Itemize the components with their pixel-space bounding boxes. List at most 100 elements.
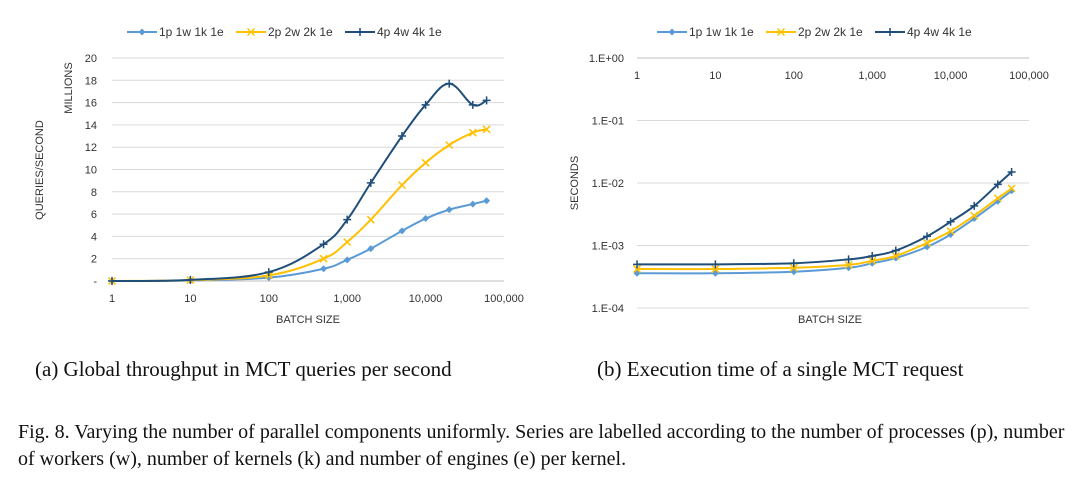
data-point [711,260,720,269]
figure-caption: Fig. 8. Varying the number of parallel c… [18,421,1065,470]
data-point [469,200,477,208]
x-tick-label: 10 [709,70,721,82]
data-point [789,263,798,272]
x-tick-label: 10,000 [409,293,443,305]
data-point [186,275,195,284]
series-line [636,187,1013,271]
legend-label: 1p 1w 1k 1e [689,25,754,39]
data-point [320,265,328,273]
data-point [868,251,877,260]
legend-marker [668,28,676,36]
y-tick-label: 1.E-04 [592,303,624,315]
y-tick-label: - [93,276,97,288]
legend-label: 1p 1w 1k 1e [159,25,224,39]
legend-label: 2p 2w 2k 1e [798,25,863,39]
y-tick-label: 10 [85,165,97,177]
data-point [633,260,641,269]
subcaption-b: (b) Execution time of a single MCT reque… [597,357,964,381]
data-point [445,140,454,150]
legend-marker [138,28,146,36]
legend-marker [356,28,364,36]
x-axis-title: BATCH SIZE [798,314,862,326]
data-point [483,197,491,205]
series [108,79,491,285]
y-tick-label: 14 [85,120,97,132]
data-point [946,227,955,236]
y-tick-label: 12 [85,142,97,154]
data-point [343,215,352,224]
x-axis-title: BATCH SIZE [276,314,340,326]
x-tick-label: 100 [260,293,278,305]
series [633,167,1016,269]
y-tick-label: 1.E-01 [592,116,624,128]
throughput-chart: - 2 4 6 8 10 12 14 16 18 20 1 10 100 1,000 10,000 100,00… [34,25,524,326]
y-tick-label: 20 [85,53,97,65]
data-point [868,256,877,265]
data-point [422,215,430,223]
y-axis-title: SECONDS [569,156,581,210]
data-point [946,217,955,226]
data-point [319,240,328,249]
y-tick-label: 2 [91,254,97,266]
data-point [789,259,798,268]
data-point [1007,167,1016,176]
y-axis-title: QUERIES/SECOND [34,120,46,220]
x-tick-label: 100,000 [484,293,524,305]
data-point [993,194,1002,203]
data-point [366,215,375,224]
subcaption-a: (a) Global throughput in MCT queries per… [35,357,452,381]
legend-item: 2p 2w 2k 1e [766,25,863,39]
data-point [367,245,375,253]
data-point [922,238,932,247]
legend-marker [776,27,786,37]
data-point [398,227,406,235]
x-tick-label: 100,000 [1009,70,1049,82]
series [633,187,1016,277]
series-line [636,171,1013,266]
data-point [445,79,454,88]
y-tick-label: 4 [91,231,97,243]
data-point [468,100,477,109]
y-tick-label: 1.E+00 [589,53,624,65]
x-tick-label: 1,000 [858,70,886,82]
data-point [922,232,931,241]
y-tick-label: 1.E-03 [592,241,624,253]
y-tick-label: 1.E-02 [592,178,624,190]
data-point [482,125,491,134]
legend-item: 1p 1w 1k 1e [127,25,224,39]
legend-item: 1p 1w 1k 1e [657,25,754,39]
data-point [319,254,328,263]
legend-item: 4p 4w 4k 1e [345,25,442,39]
data-point [970,211,979,220]
x-tick-label: 100 [785,70,803,82]
data-point [468,128,477,137]
data-point [397,132,406,141]
data-point [108,277,116,285]
data-point [844,255,853,264]
data-point [844,260,853,269]
legend-label: 4p 4w 4k 1e [377,25,442,39]
data-point [711,265,720,274]
data-point [891,251,900,260]
data-point [264,268,273,277]
y-tick-label: 8 [91,187,97,199]
data-point [970,201,979,210]
series-line [111,82,488,282]
x-tick-label: 10,000 [934,70,968,82]
data-point [482,96,491,105]
data-point [445,206,453,214]
y-tick-label: 18 [85,75,97,87]
data-point [1007,184,1016,193]
series [108,197,491,285]
y-tick-label: 16 [85,98,97,110]
legend-marker [886,28,894,36]
data-point [891,246,900,255]
series-line [111,199,487,282]
execution-time-chart: 1.E+00 1.E-01 1.E-02 1.E-03 1.E-04 1 10 100 1,00… [569,25,1049,326]
x-tick-label: 1 [109,293,115,305]
data-point [343,237,352,247]
legend-label: 4p 4w 4k 1e [907,25,972,39]
legend-item: 2p 2w 2k 1e [236,25,333,39]
series [632,184,1016,274]
data-point [632,265,642,274]
